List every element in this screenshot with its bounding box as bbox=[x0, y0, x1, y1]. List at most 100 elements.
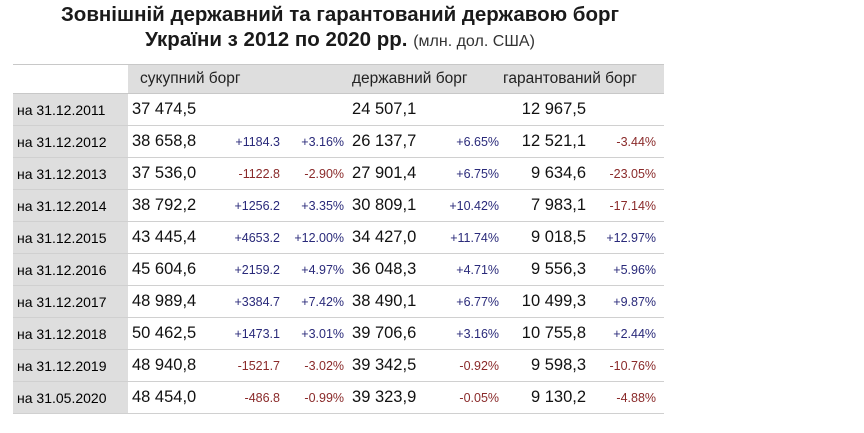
table-row: на 31.05.2020 48 454,0 -486.8 -0.99% 39 323,… bbox=[13, 381, 665, 414]
state-debt-pct-change: +10.42% bbox=[449, 198, 500, 213]
debt-table: сукупний борг державний борг гарантовани… bbox=[13, 64, 665, 414]
total-debt-value: 37 474,5 bbox=[132, 100, 197, 118]
state-debt-pct-change: +3.16% bbox=[456, 326, 500, 341]
total-debt-pct-change: -0.99% bbox=[304, 390, 345, 405]
row-date: на 31.12.2015 bbox=[13, 221, 128, 254]
title-unit: (млн. дол. США) bbox=[413, 33, 535, 50]
guaranteed-debt-value: 9 556,3 bbox=[530, 260, 587, 278]
total-debt-pct-change: +3.35% bbox=[301, 198, 345, 213]
state-debt-pct-change: +4.71% bbox=[456, 262, 500, 277]
table-row: на 31.12.2011 37 474,5 24 507,1 12 967,5 bbox=[13, 93, 665, 126]
state-debt-value: 38 490,1 bbox=[352, 292, 417, 310]
guaranteed-debt-pct-change: -23.05% bbox=[609, 166, 657, 181]
table-row: на 31.12.2018 50 462,5 +1473.1 +3.01% 39 706… bbox=[13, 317, 665, 350]
table-row: на 31.12.2016 45 604,6 +2159.2 +4.97% 36 048… bbox=[13, 253, 665, 286]
row-date: на 31.12.2017 bbox=[13, 285, 128, 318]
total-debt-value: 48 989,4 bbox=[132, 292, 197, 310]
total-debt-abs-change: +2159.2 bbox=[234, 262, 280, 277]
guaranteed-debt-value: 12 521,1 bbox=[521, 132, 587, 150]
title-line-2: України з 2012 по 2020 рр. (млн. дол. СШ… bbox=[0, 27, 680, 54]
page-title: Зовнішній державний та гарантований держ… bbox=[0, 2, 680, 54]
guaranteed-debt-value: 9 598,3 bbox=[530, 356, 587, 374]
state-debt-value: 30 809,1 bbox=[352, 196, 417, 214]
guaranteed-debt-pct-change: -17.14% bbox=[609, 198, 657, 213]
guaranteed-debt-pct-change: -4.88% bbox=[616, 390, 657, 405]
state-debt-pct-change bbox=[424, 94, 499, 126]
total-debt-value: 50 462,5 bbox=[132, 324, 197, 342]
total-debt-value: 48 940,8 bbox=[132, 356, 197, 374]
state-debt-value: 39 706,6 bbox=[352, 324, 417, 342]
guaranteed-debt-pct-change: +9.87% bbox=[613, 294, 657, 309]
total-debt-abs-change: +4653.2 bbox=[234, 230, 280, 245]
state-debt-value: 34 427,0 bbox=[352, 228, 417, 246]
header-blank bbox=[13, 64, 128, 94]
state-debt-pct-change: +6.77% bbox=[456, 294, 500, 309]
table-row: на 31.12.2014 38 792,2 +1256.2 +3.35% 30 809… bbox=[13, 189, 665, 222]
guaranteed-debt-pct-change bbox=[586, 94, 664, 126]
total-debt-abs-change: -486.8 bbox=[244, 390, 280, 405]
row-date: на 31.12.2011 bbox=[13, 93, 128, 126]
guaranteed-debt-pct-change: +12.97% bbox=[606, 230, 657, 245]
state-debt-value: 24 507,1 bbox=[352, 100, 417, 118]
total-debt-pct-change: -3.02% bbox=[304, 358, 345, 373]
total-debt-value: 48 454,0 bbox=[132, 388, 197, 406]
title-line-1: Зовнішній державний та гарантований держ… bbox=[60, 3, 620, 26]
state-debt-value: 26 137,7 bbox=[352, 132, 417, 150]
total-debt-value: 43 445,4 bbox=[132, 228, 197, 246]
row-date: на 31.12.2012 bbox=[13, 125, 128, 158]
state-debt-value: 36 048,3 bbox=[352, 260, 417, 278]
total-debt-pct-change bbox=[280, 94, 344, 126]
state-debt-pct-change: -0.92% bbox=[459, 358, 500, 373]
row-date: на 31.12.2016 bbox=[13, 253, 128, 286]
total-debt-pct-change: +4.97% bbox=[301, 262, 345, 277]
total-debt-pct-change: +3.01% bbox=[301, 326, 345, 341]
table-row: на 31.12.2015 43 445,4 +4653.2 +12.00% 34 42… bbox=[13, 221, 665, 254]
total-debt-abs-change: +1184.3 bbox=[235, 134, 280, 149]
total-debt-pct-change: +7.42% bbox=[301, 294, 345, 309]
total-debt-value: 37 536,0 bbox=[132, 164, 197, 182]
title-years: України з 2012 по 2020 рр. bbox=[145, 28, 408, 51]
total-debt-value: 38 658,8 bbox=[132, 132, 197, 150]
guaranteed-debt-pct-change: +5.96% bbox=[613, 262, 657, 277]
guaranteed-debt-value: 10 755,8 bbox=[521, 324, 587, 342]
row-date: на 31.12.2013 bbox=[13, 157, 128, 190]
header-guaranteed-debt: гарантований борг bbox=[499, 64, 665, 94]
table-row: на 31.12.2013 37 536,0 -1122.8 -2.90% 27 901… bbox=[13, 157, 665, 190]
total-debt-abs-change: -1521.7 bbox=[237, 358, 280, 373]
guaranteed-debt-value: 10 499,3 bbox=[521, 292, 587, 310]
table-row: на 31.12.2017 48 989,4 +3384.7 +7.42% 38 490… bbox=[13, 285, 665, 318]
total-debt-abs-change: +1473.1 bbox=[234, 326, 280, 341]
guaranteed-debt-value: 9 130,2 bbox=[530, 388, 587, 406]
guaranteed-debt-pct-change: +2.44% bbox=[613, 326, 657, 341]
state-debt-value: 27 901,4 bbox=[352, 164, 417, 182]
total-debt-pct-change: +12.00% bbox=[294, 230, 345, 245]
table-row: на 31.12.2012 38 658,8 +1184.3 +3.16% 26 137… bbox=[13, 125, 665, 158]
total-debt-pct-change: +3.16% bbox=[301, 134, 345, 149]
row-date: на 31.12.2019 bbox=[13, 349, 128, 382]
row-date: на 31.05.2020 bbox=[13, 381, 128, 414]
state-debt-pct-change: +11.74% bbox=[450, 230, 500, 245]
total-debt-value: 45 604,6 bbox=[132, 260, 197, 278]
total-debt-abs-change: -1122.8 bbox=[238, 166, 280, 181]
state-debt-pct-change: +6.75% bbox=[456, 166, 500, 181]
total-debt-abs-change: +3384.7 bbox=[234, 294, 280, 309]
guaranteed-debt-pct-change: -10.76% bbox=[609, 358, 657, 373]
header-row: сукупний борг державний борг гарантовани… bbox=[13, 64, 665, 94]
header-total-debt: сукупний борг bbox=[128, 64, 345, 94]
state-debt-pct-change: +6.65% bbox=[456, 134, 500, 149]
total-debt-abs-change bbox=[211, 94, 280, 126]
guaranteed-debt-value: 7 983,1 bbox=[530, 196, 587, 214]
guaranteed-debt-value: 12 967,5 bbox=[521, 100, 587, 118]
state-debt-value: 39 342,5 bbox=[352, 356, 417, 374]
state-debt-pct-change: -0.05% bbox=[459, 390, 500, 405]
guaranteed-debt-value: 9 634,6 bbox=[530, 164, 587, 182]
total-debt-pct-change: -2.90% bbox=[304, 166, 345, 181]
total-debt-abs-change: +1256.2 bbox=[234, 198, 280, 213]
row-date: на 31.12.2018 bbox=[13, 317, 128, 350]
row-date: на 31.12.2014 bbox=[13, 189, 128, 222]
guaranteed-debt-pct-change: -3.44% bbox=[616, 134, 657, 149]
total-debt-value: 38 792,2 bbox=[132, 196, 197, 214]
guaranteed-debt-value: 9 018,5 bbox=[530, 228, 587, 246]
header-state-debt: державний борг bbox=[344, 64, 500, 94]
table-row: на 31.12.2019 48 940,8 -1521.7 -3.02% 39 342… bbox=[13, 349, 665, 382]
